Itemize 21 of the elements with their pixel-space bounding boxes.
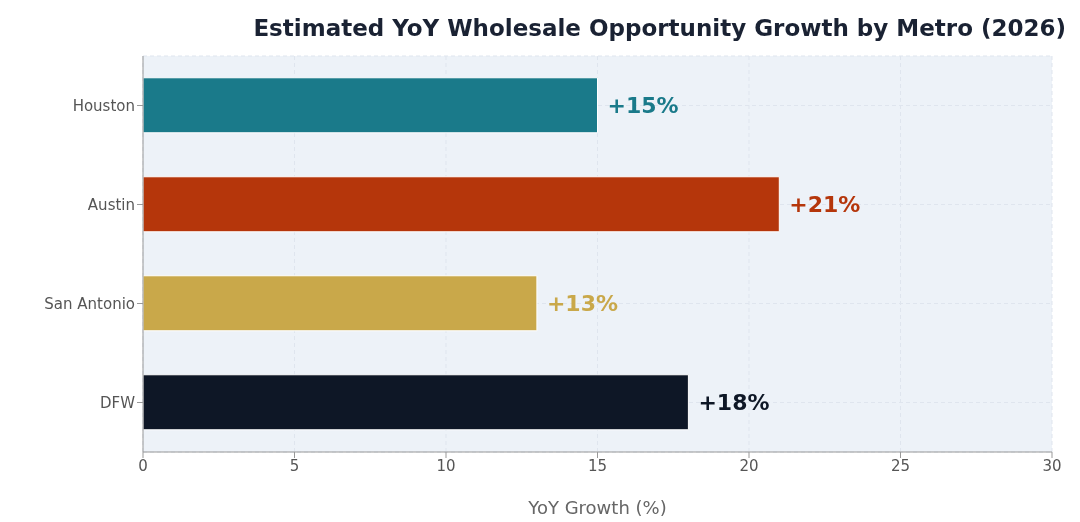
chart-title: Estimated YoY Wholesale Opportunity Growth by Metro (2026) (252, 14, 1067, 43)
y-tick-label: DFW (99, 393, 136, 412)
y-tick-label: San Antonio (44, 294, 135, 313)
y-tick-label: Houston (72, 96, 135, 115)
bar (143, 77, 598, 134)
x-tick-label: 15 (587, 456, 608, 475)
x-axis-title: YoY Growth (%) (527, 497, 667, 518)
bar (143, 176, 780, 233)
y-tick-label: Austin (87, 195, 135, 214)
x-tick-label: 10 (436, 456, 456, 475)
data-label: +13% (546, 290, 618, 316)
x-tick-label: 0 (138, 456, 148, 475)
data-label: +18% (698, 389, 770, 415)
data-label: +15% (607, 92, 679, 118)
bar (143, 275, 538, 332)
x-tick-label: 25 (890, 456, 911, 475)
bar (143, 374, 689, 431)
data-label: +21% (789, 191, 861, 217)
x-tick-label: 30 (1042, 456, 1062, 475)
x-tick-label: 5 (289, 456, 300, 475)
x-tick-label: 20 (739, 456, 759, 475)
